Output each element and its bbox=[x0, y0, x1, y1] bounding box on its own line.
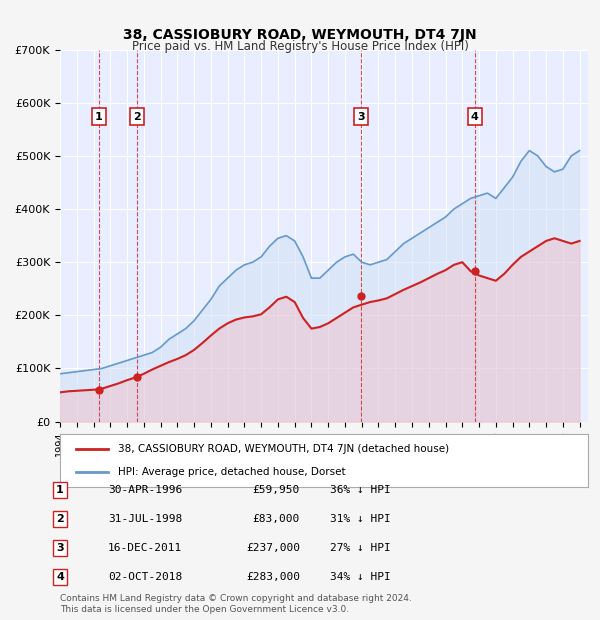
Text: £237,000: £237,000 bbox=[246, 543, 300, 553]
Text: 3: 3 bbox=[56, 543, 64, 553]
Text: 02-OCT-2018: 02-OCT-2018 bbox=[108, 572, 182, 582]
Text: £59,950: £59,950 bbox=[253, 485, 300, 495]
Text: 3: 3 bbox=[357, 112, 365, 122]
Text: £283,000: £283,000 bbox=[246, 572, 300, 582]
Text: 1: 1 bbox=[95, 112, 103, 122]
Text: £83,000: £83,000 bbox=[253, 514, 300, 524]
Text: 30-APR-1996: 30-APR-1996 bbox=[108, 485, 182, 495]
Text: 1: 1 bbox=[56, 485, 64, 495]
Text: 4: 4 bbox=[56, 572, 64, 582]
Text: 38, CASSIOBURY ROAD, WEYMOUTH, DT4 7JN (detached house): 38, CASSIOBURY ROAD, WEYMOUTH, DT4 7JN (… bbox=[118, 444, 449, 454]
Text: 2: 2 bbox=[133, 112, 140, 122]
Text: 31-JUL-1998: 31-JUL-1998 bbox=[108, 514, 182, 524]
Text: Contains HM Land Registry data © Crown copyright and database right 2024.
This d: Contains HM Land Registry data © Crown c… bbox=[60, 595, 412, 614]
Text: HPI: Average price, detached house, Dorset: HPI: Average price, detached house, Dors… bbox=[118, 467, 346, 477]
Text: Price paid vs. HM Land Registry's House Price Index (HPI): Price paid vs. HM Land Registry's House … bbox=[131, 40, 469, 53]
Text: 36% ↓ HPI: 36% ↓ HPI bbox=[330, 485, 391, 495]
Text: 31% ↓ HPI: 31% ↓ HPI bbox=[330, 514, 391, 524]
Text: 34% ↓ HPI: 34% ↓ HPI bbox=[330, 572, 391, 582]
Text: 38, CASSIOBURY ROAD, WEYMOUTH, DT4 7JN: 38, CASSIOBURY ROAD, WEYMOUTH, DT4 7JN bbox=[123, 28, 477, 42]
Text: 16-DEC-2011: 16-DEC-2011 bbox=[108, 543, 182, 553]
Text: 27% ↓ HPI: 27% ↓ HPI bbox=[330, 543, 391, 553]
Text: 4: 4 bbox=[471, 112, 479, 122]
Text: 2: 2 bbox=[56, 514, 64, 524]
